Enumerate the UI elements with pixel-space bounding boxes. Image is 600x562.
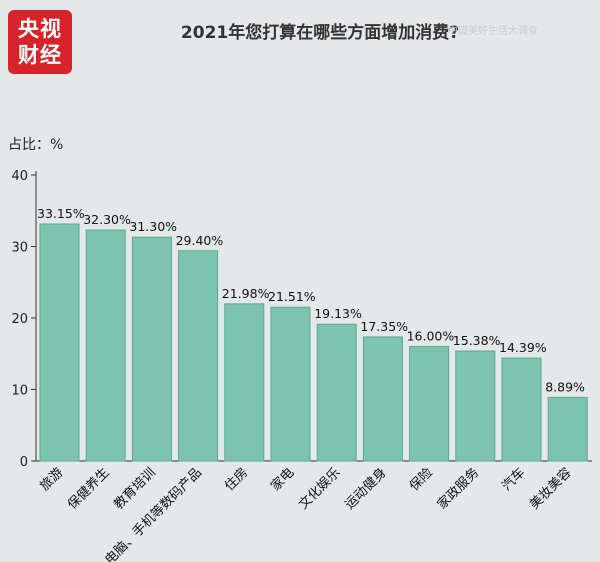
y-tick-label: 20 <box>11 312 28 327</box>
category-label: 教育培训 <box>111 465 159 513</box>
data-label: 31.30% <box>129 219 177 234</box>
data-label: 29.40% <box>176 233 224 248</box>
data-label: 32.30% <box>83 212 131 227</box>
bar <box>224 303 265 462</box>
category-label: 家政服务 <box>434 465 482 513</box>
data-label: 14.39% <box>499 340 547 355</box>
category-label: 家电 <box>268 465 298 495</box>
cctv-finance-logo: 央视 财经 <box>8 10 72 74</box>
data-label: 21.51% <box>268 289 316 304</box>
category-label: 文化娱乐 <box>296 465 343 512</box>
category-label: 旅游 <box>37 465 66 494</box>
category-label: 汽车 <box>499 465 529 495</box>
data-label: 15.38% <box>453 333 501 348</box>
chart-title: 2021年您打算在哪些方面增加消费? <box>180 23 460 43</box>
category-label: 保健养生 <box>64 465 112 513</box>
bar <box>455 350 496 462</box>
bar <box>409 346 450 462</box>
category-label: 保险 <box>407 465 436 494</box>
y-tick-label: 0 <box>20 455 28 470</box>
category-label: 住房 <box>221 465 251 495</box>
y-tick-label: 30 <box>11 241 28 256</box>
bar <box>501 357 542 462</box>
data-label: 8.89% <box>545 379 585 394</box>
bar <box>547 396 588 462</box>
bar <box>316 323 357 462</box>
y-axis-unit-label: 占比：% <box>8 137 64 153</box>
bar <box>39 223 80 462</box>
watermark-text: 中国美好生活大调查 <box>448 26 538 37</box>
data-label: 19.13% <box>314 306 362 321</box>
logo-line-1: 央视 <box>18 17 62 41</box>
data-label: 21.98% <box>222 286 270 301</box>
data-label: 16.00% <box>407 329 455 344</box>
data-label: 33.15% <box>37 206 85 221</box>
bar <box>131 236 172 462</box>
bar <box>362 336 403 462</box>
bar <box>85 229 126 462</box>
data-label: 17.35% <box>360 319 408 334</box>
category-label: 美妆美容 <box>526 465 574 513</box>
bar <box>178 250 219 462</box>
logo-line-2: 财经 <box>18 43 62 67</box>
y-tick-label: 40 <box>11 169 28 184</box>
bar <box>270 306 311 462</box>
category-label: 运动健身 <box>342 465 390 513</box>
y-tick-label: 10 <box>11 384 28 399</box>
